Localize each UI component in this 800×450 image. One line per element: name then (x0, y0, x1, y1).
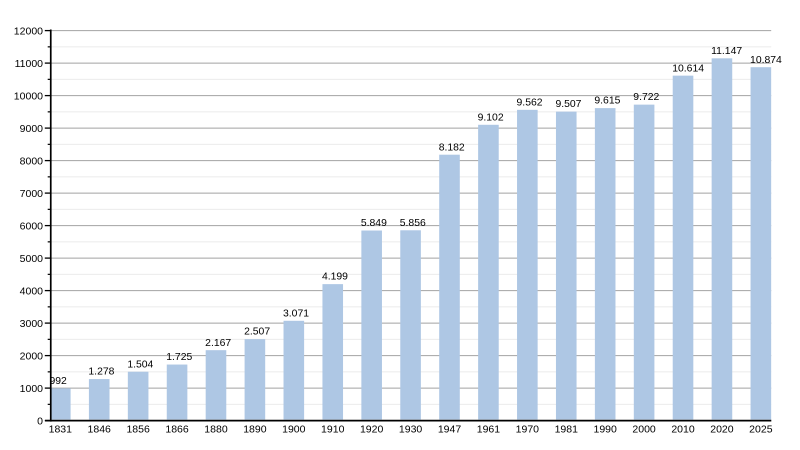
svg-text:11000: 11000 (15, 58, 44, 70)
svg-text:1981: 1981 (555, 423, 579, 435)
svg-text:1000: 1000 (20, 383, 44, 395)
svg-text:9.562: 9.562 (517, 97, 543, 108)
svg-text:9000: 9000 (20, 123, 44, 135)
svg-text:5000: 5000 (20, 253, 44, 265)
svg-text:9.507: 9.507 (555, 99, 581, 110)
svg-text:1947: 1947 (438, 423, 462, 435)
svg-text:9.102: 9.102 (478, 112, 504, 123)
svg-text:4000: 4000 (20, 286, 44, 298)
svg-text:1970: 1970 (516, 423, 540, 435)
svg-text:1866: 1866 (165, 423, 189, 435)
svg-text:10.874: 10.874 (750, 55, 782, 66)
svg-text:10.614: 10.614 (672, 63, 704, 74)
svg-text:12000: 12000 (14, 26, 43, 38)
svg-text:7000: 7000 (20, 188, 44, 200)
svg-text:1.278: 1.278 (88, 367, 114, 378)
svg-text:9.615: 9.615 (594, 96, 620, 107)
svg-text:1.725: 1.725 (166, 352, 192, 363)
svg-text:0: 0 (37, 416, 43, 428)
svg-text:8.182: 8.182 (439, 142, 465, 153)
svg-text:2000: 2000 (20, 351, 44, 363)
svg-text:1930: 1930 (399, 423, 423, 435)
svg-text:2.167: 2.167 (205, 338, 231, 349)
svg-text:9.722: 9.722 (633, 92, 659, 103)
svg-text:1900: 1900 (282, 423, 306, 435)
svg-text:10000: 10000 (14, 91, 43, 103)
svg-text:4.199: 4.199 (322, 272, 348, 283)
svg-text:11.147: 11.147 (711, 46, 742, 57)
svg-text:1890: 1890 (243, 423, 267, 435)
svg-text:1910: 1910 (321, 423, 345, 435)
svg-text:3.071: 3.071 (283, 308, 309, 319)
svg-text:1856: 1856 (126, 423, 150, 435)
svg-text:3000: 3000 (20, 318, 44, 330)
svg-text:2000: 2000 (632, 423, 656, 435)
svg-text:2025: 2025 (749, 423, 773, 435)
svg-text:2.507: 2.507 (244, 327, 270, 338)
svg-text:2010: 2010 (671, 423, 695, 435)
svg-text:6000: 6000 (20, 221, 44, 233)
svg-text:5.856: 5.856 (400, 218, 426, 229)
svg-text:1846: 1846 (88, 423, 112, 435)
svg-text:1961: 1961 (477, 423, 501, 435)
svg-text:1920: 1920 (360, 423, 384, 435)
svg-text:992: 992 (50, 376, 68, 387)
svg-text:1.504: 1.504 (127, 359, 153, 370)
svg-text:5.849: 5.849 (361, 218, 387, 229)
svg-text:1880: 1880 (204, 423, 228, 435)
svg-text:1831: 1831 (49, 423, 73, 435)
svg-text:8000: 8000 (20, 156, 44, 168)
svg-text:1990: 1990 (594, 423, 618, 435)
svg-text:2020: 2020 (710, 423, 734, 435)
